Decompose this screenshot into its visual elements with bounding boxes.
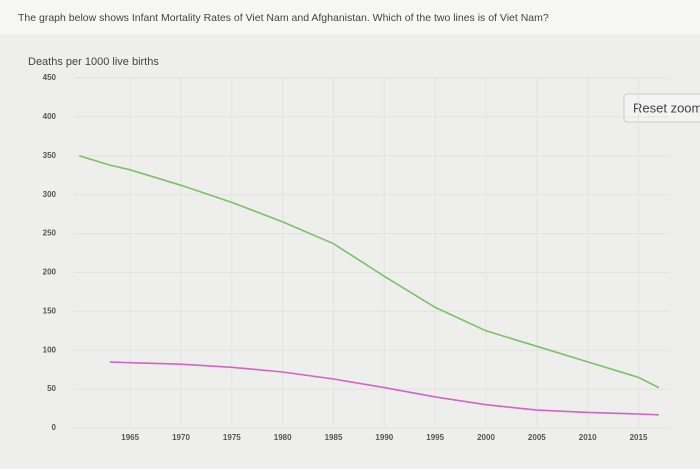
y-tick-label: 0 xyxy=(52,423,57,432)
x-tick-label: 1980 xyxy=(274,433,292,442)
x-tick-label: 1995 xyxy=(426,433,444,442)
question-bar xyxy=(0,0,700,34)
x-tick-label: 2015 xyxy=(630,433,648,442)
series-line xyxy=(79,155,660,389)
reset-zoom-button[interactable] xyxy=(623,93,700,123)
y-tick-label: 250 xyxy=(43,229,57,238)
y-tick-label: 350 xyxy=(43,151,57,160)
x-tick-label: 1985 xyxy=(325,433,343,442)
series-line xyxy=(109,361,659,416)
y-tick-label: 400 xyxy=(43,112,57,121)
x-tick-label: 2005 xyxy=(528,433,546,442)
y-axis-title: Deaths per 1000 live births xyxy=(28,56,159,68)
y-tick-label: 450 xyxy=(43,73,57,82)
reset-zoom-label[interactable]: Reset zoom xyxy=(633,100,700,115)
y-tick-label: 150 xyxy=(43,306,57,315)
x-tick-label: 1965 xyxy=(121,433,139,442)
x-tick-label: 1970 xyxy=(172,433,190,442)
y-tick-label: 200 xyxy=(43,268,57,277)
x-tick-label: 1990 xyxy=(375,433,393,442)
y-tick-label: 300 xyxy=(43,190,57,199)
y-tick-label: 100 xyxy=(43,345,57,354)
x-tick-label: 2000 xyxy=(477,433,495,442)
question: The graph below shows Infant Mortality R… xyxy=(18,12,549,24)
x-tick-label: 2010 xyxy=(579,433,597,442)
x-tick-label: 1975 xyxy=(223,433,241,442)
y-tick-label: 50 xyxy=(47,384,56,393)
